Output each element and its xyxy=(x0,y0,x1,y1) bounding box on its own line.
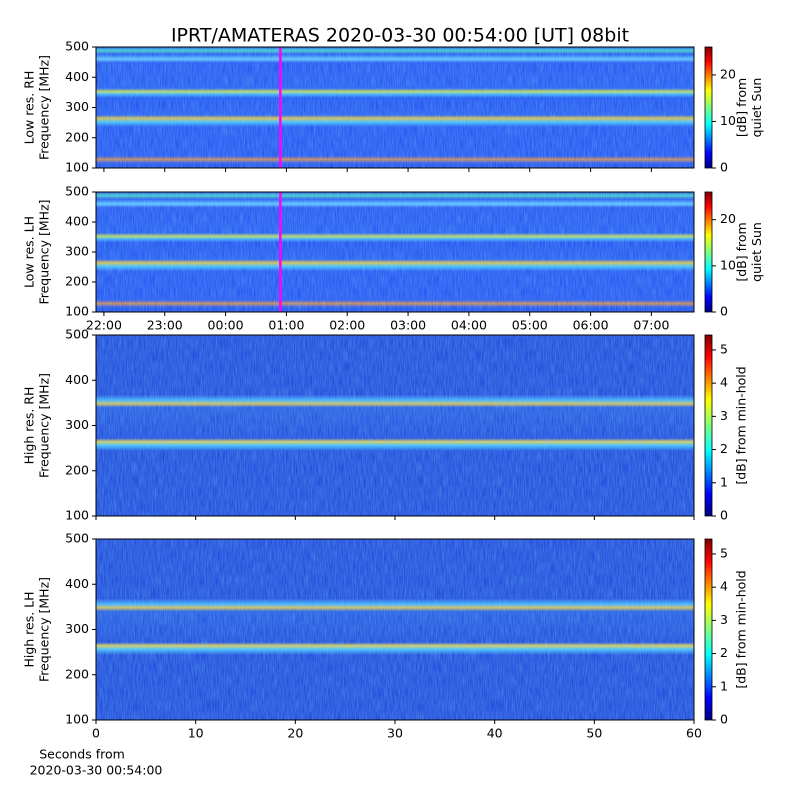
y-tick-label: 300 xyxy=(65,621,89,636)
colorbar-label: [dB] from min-hold xyxy=(734,366,749,484)
y-tick-label: 300 xyxy=(65,244,89,259)
colorbar-label: quiet Sun xyxy=(749,78,764,138)
y-tick-label: 100 xyxy=(65,508,89,523)
colorbar-tick-label: 0 xyxy=(720,508,728,523)
y-tick-label: 300 xyxy=(65,99,89,114)
colorbar-tick-label: 10 xyxy=(720,257,736,272)
colorbar-tick-label: 0 xyxy=(720,712,728,727)
colorbar-tick-label: 5 xyxy=(720,341,728,356)
colorbar-tick-label: 1 xyxy=(720,678,728,693)
y-axis-label: Frequency [MHz] xyxy=(37,577,52,682)
y-tick-label: 300 xyxy=(65,417,89,432)
x-tick-label: 50 xyxy=(586,726,602,741)
y-tick-label: 200 xyxy=(65,666,89,681)
colorbar-tick-label: 4 xyxy=(720,579,728,594)
y-tick-label: 200 xyxy=(65,462,89,477)
colorbar-label: [dB] from xyxy=(734,78,749,137)
x-tick-label: 00:00 xyxy=(208,318,244,333)
x-axis-label: 2020-03-30 00:54:00 xyxy=(30,763,163,778)
colorbar xyxy=(704,191,713,313)
colorbar-tick-label: 5 xyxy=(720,545,728,560)
y-axis-label: Low res. LH xyxy=(22,216,37,288)
colorbar-label: quiet Sun xyxy=(749,222,764,282)
y-tick-label: 500 xyxy=(65,184,89,199)
y-axis-label: High res. RH xyxy=(22,387,37,465)
y-tick-label: 400 xyxy=(65,576,89,591)
x-tick-label: 06:00 xyxy=(573,318,609,333)
y-tick-label: 500 xyxy=(65,327,89,342)
colorbar-tick-label: 20 xyxy=(720,66,736,81)
x-tick-label: 0 xyxy=(92,726,100,741)
x-tick-label: 60 xyxy=(686,726,702,741)
colorbar-tick-label: 2 xyxy=(720,645,728,660)
x-axis-label: Seconds from xyxy=(39,747,125,762)
colorbar-label: [dB] from xyxy=(734,222,749,281)
y-tick-label: 400 xyxy=(65,214,89,229)
spectrogram-texture xyxy=(96,192,694,312)
x-tick-label: 23:00 xyxy=(147,318,183,333)
x-tick-label: 05:00 xyxy=(512,318,548,333)
colorbar-label: [dB] from min-hold xyxy=(734,570,749,688)
x-tick-label: 40 xyxy=(487,726,503,741)
colorbar xyxy=(704,334,713,517)
spectrogram-texture xyxy=(96,47,694,168)
colorbar xyxy=(704,538,713,721)
x-tick-label: 22:00 xyxy=(86,318,122,333)
y-tick-label: 500 xyxy=(65,39,89,54)
colorbar-tick-label: 1 xyxy=(720,474,728,489)
x-tick-label: 10 xyxy=(188,726,204,741)
colorbar-tick-label: 0 xyxy=(720,304,728,319)
colorbar-tick-label: 2 xyxy=(720,441,728,456)
spectrogram-texture xyxy=(96,539,694,720)
colorbar-tick-label: 0 xyxy=(720,160,728,175)
y-tick-label: 100 xyxy=(65,160,89,175)
y-axis-label: Frequency [MHz] xyxy=(37,55,52,160)
y-tick-label: 200 xyxy=(65,129,89,144)
x-tick-label: 04:00 xyxy=(451,318,487,333)
x-tick-label: 02:00 xyxy=(329,318,365,333)
y-tick-label: 100 xyxy=(65,712,89,727)
spectrogram-texture xyxy=(96,335,694,516)
colorbar xyxy=(704,46,713,169)
y-tick-label: 400 xyxy=(65,69,89,84)
y-axis-label: Low res. RH xyxy=(22,71,37,145)
colorbar-tick-label: 10 xyxy=(720,113,736,128)
colorbar-tick-label: 3 xyxy=(720,408,728,423)
colorbar-tick-label: 3 xyxy=(720,612,728,627)
colorbar-tick-label: 4 xyxy=(720,375,728,390)
figure-title: IPRT/AMATERAS 2020-03-30 00:54:00 [UT] 0… xyxy=(171,25,629,47)
x-tick-label: 03:00 xyxy=(390,318,426,333)
y-axis-label: Frequency [MHz] xyxy=(37,199,52,304)
y-tick-label: 400 xyxy=(65,372,89,387)
y-axis-label: Frequency [MHz] xyxy=(37,373,52,478)
x-tick-label: 07:00 xyxy=(633,318,669,333)
x-tick-label: 20 xyxy=(287,726,303,741)
y-axis-label: High res. LH xyxy=(22,591,37,667)
x-tick-label: 30 xyxy=(387,726,403,741)
colorbar-tick-label: 20 xyxy=(720,211,736,226)
y-tick-label: 200 xyxy=(65,274,89,289)
y-tick-label: 500 xyxy=(65,531,89,546)
x-tick-label: 01:00 xyxy=(268,318,304,333)
y-tick-label: 100 xyxy=(65,304,89,319)
